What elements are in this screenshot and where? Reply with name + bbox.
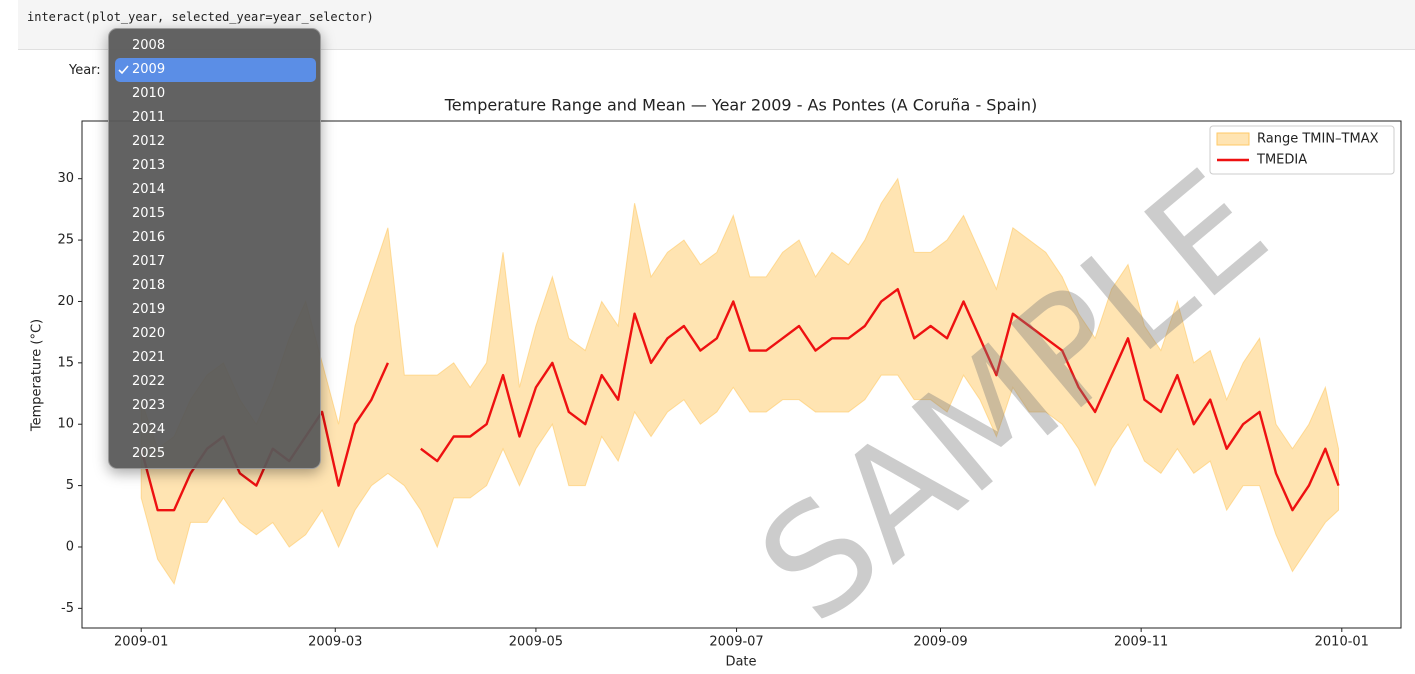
option-label: 2019 <box>132 302 166 317</box>
year-option[interactable]: 2012 <box>115 130 316 154</box>
year-option[interactable]: 2014 <box>115 178 316 202</box>
legend-swatch <box>1216 132 1250 146</box>
y-tick-label: 15 <box>57 355 74 370</box>
year-option[interactable]: 2010 <box>115 82 316 106</box>
year-option[interactable]: 2011 <box>115 106 316 130</box>
plot-area <box>140 177 1340 585</box>
legend: Range TMIN–TMAX TMEDIA <box>1209 125 1395 175</box>
legend-label: Range TMIN–TMAX <box>1257 132 1379 147</box>
option-label: 2023 <box>132 398 166 413</box>
year-option[interactable]: 2019 <box>115 298 316 322</box>
code-text: interact(plot_year, selected_year=year_s… <box>27 10 374 24</box>
year-option[interactable]: 2018 <box>115 274 316 298</box>
check-icon <box>118 65 129 75</box>
x-tick-label: 2009-03 <box>308 635 362 650</box>
year-option[interactable]: 2016 <box>115 226 316 250</box>
option-label: 2024 <box>132 422 166 437</box>
chart-title: Temperature Range and Mean — Year 2009 -… <box>444 96 1038 115</box>
x-tick-label: 2009-09 <box>913 635 967 650</box>
option-label: 2025 <box>132 446 166 461</box>
option-label: 2021 <box>132 350 166 365</box>
option-label: 2012 <box>132 134 166 149</box>
x-tick-label: 2009-01 <box>114 635 168 650</box>
option-label: 2009 <box>132 62 166 77</box>
legend-label: TMEDIA <box>1256 153 1307 168</box>
y-tick-label: 0 <box>66 539 74 554</box>
legend-box <box>1209 125 1395 175</box>
option-label: 2011 <box>132 110 166 125</box>
y-tick-label: -5 <box>61 601 74 616</box>
x-axis-label: Date <box>725 655 756 670</box>
y-tick-label: 5 <box>66 478 74 493</box>
option-label: 2017 <box>132 254 166 269</box>
option-label: 2015 <box>132 206 166 221</box>
y-tick-label: 25 <box>57 233 74 248</box>
option-label: 2010 <box>132 86 166 101</box>
option-label: 2008 <box>132 38 166 53</box>
year-option[interactable]: 2009 <box>115 58 316 82</box>
year-option[interactable]: 2023 <box>115 394 316 418</box>
widget-label: Year: <box>69 63 101 78</box>
year-option[interactable]: 2013 <box>115 154 316 178</box>
year-option[interactable]: 2024 <box>115 418 316 442</box>
year-option[interactable]: 2025 <box>115 442 316 466</box>
option-label: 2013 <box>132 158 166 173</box>
year-option[interactable]: 2020 <box>115 322 316 346</box>
year-option[interactable]: 2021 <box>115 346 316 370</box>
year-dropdown[interactable]: 2008 2009 2010 2011 2012 2013 2014 2015 2016 2017… <box>108 28 321 469</box>
y-tick-label: 20 <box>57 294 74 309</box>
axes-frame <box>81 120 1402 629</box>
x-tick-label: 2009-05 <box>509 635 563 650</box>
option-label: 2016 <box>132 230 166 245</box>
y-tick-label: 30 <box>57 171 74 186</box>
range-band <box>140 177 1339 585</box>
option-label: 2020 <box>132 326 166 341</box>
x-tick-label: 2009-07 <box>709 635 763 650</box>
year-option[interactable]: 2022 <box>115 370 316 394</box>
y-axis-label: Temperature (°C) <box>30 319 45 432</box>
option-label: 2022 <box>132 374 166 389</box>
option-label: 2014 <box>132 182 166 197</box>
year-option[interactable]: 2015 <box>115 202 316 226</box>
y-tick-label: 10 <box>57 417 74 432</box>
x-tick-label: 2009-11 <box>1114 635 1168 650</box>
year-option[interactable]: 2017 <box>115 250 316 274</box>
option-label: 2018 <box>132 278 166 293</box>
x-tick-label: 2010-01 <box>1315 635 1369 650</box>
year-option[interactable]: 2008 <box>115 34 316 58</box>
